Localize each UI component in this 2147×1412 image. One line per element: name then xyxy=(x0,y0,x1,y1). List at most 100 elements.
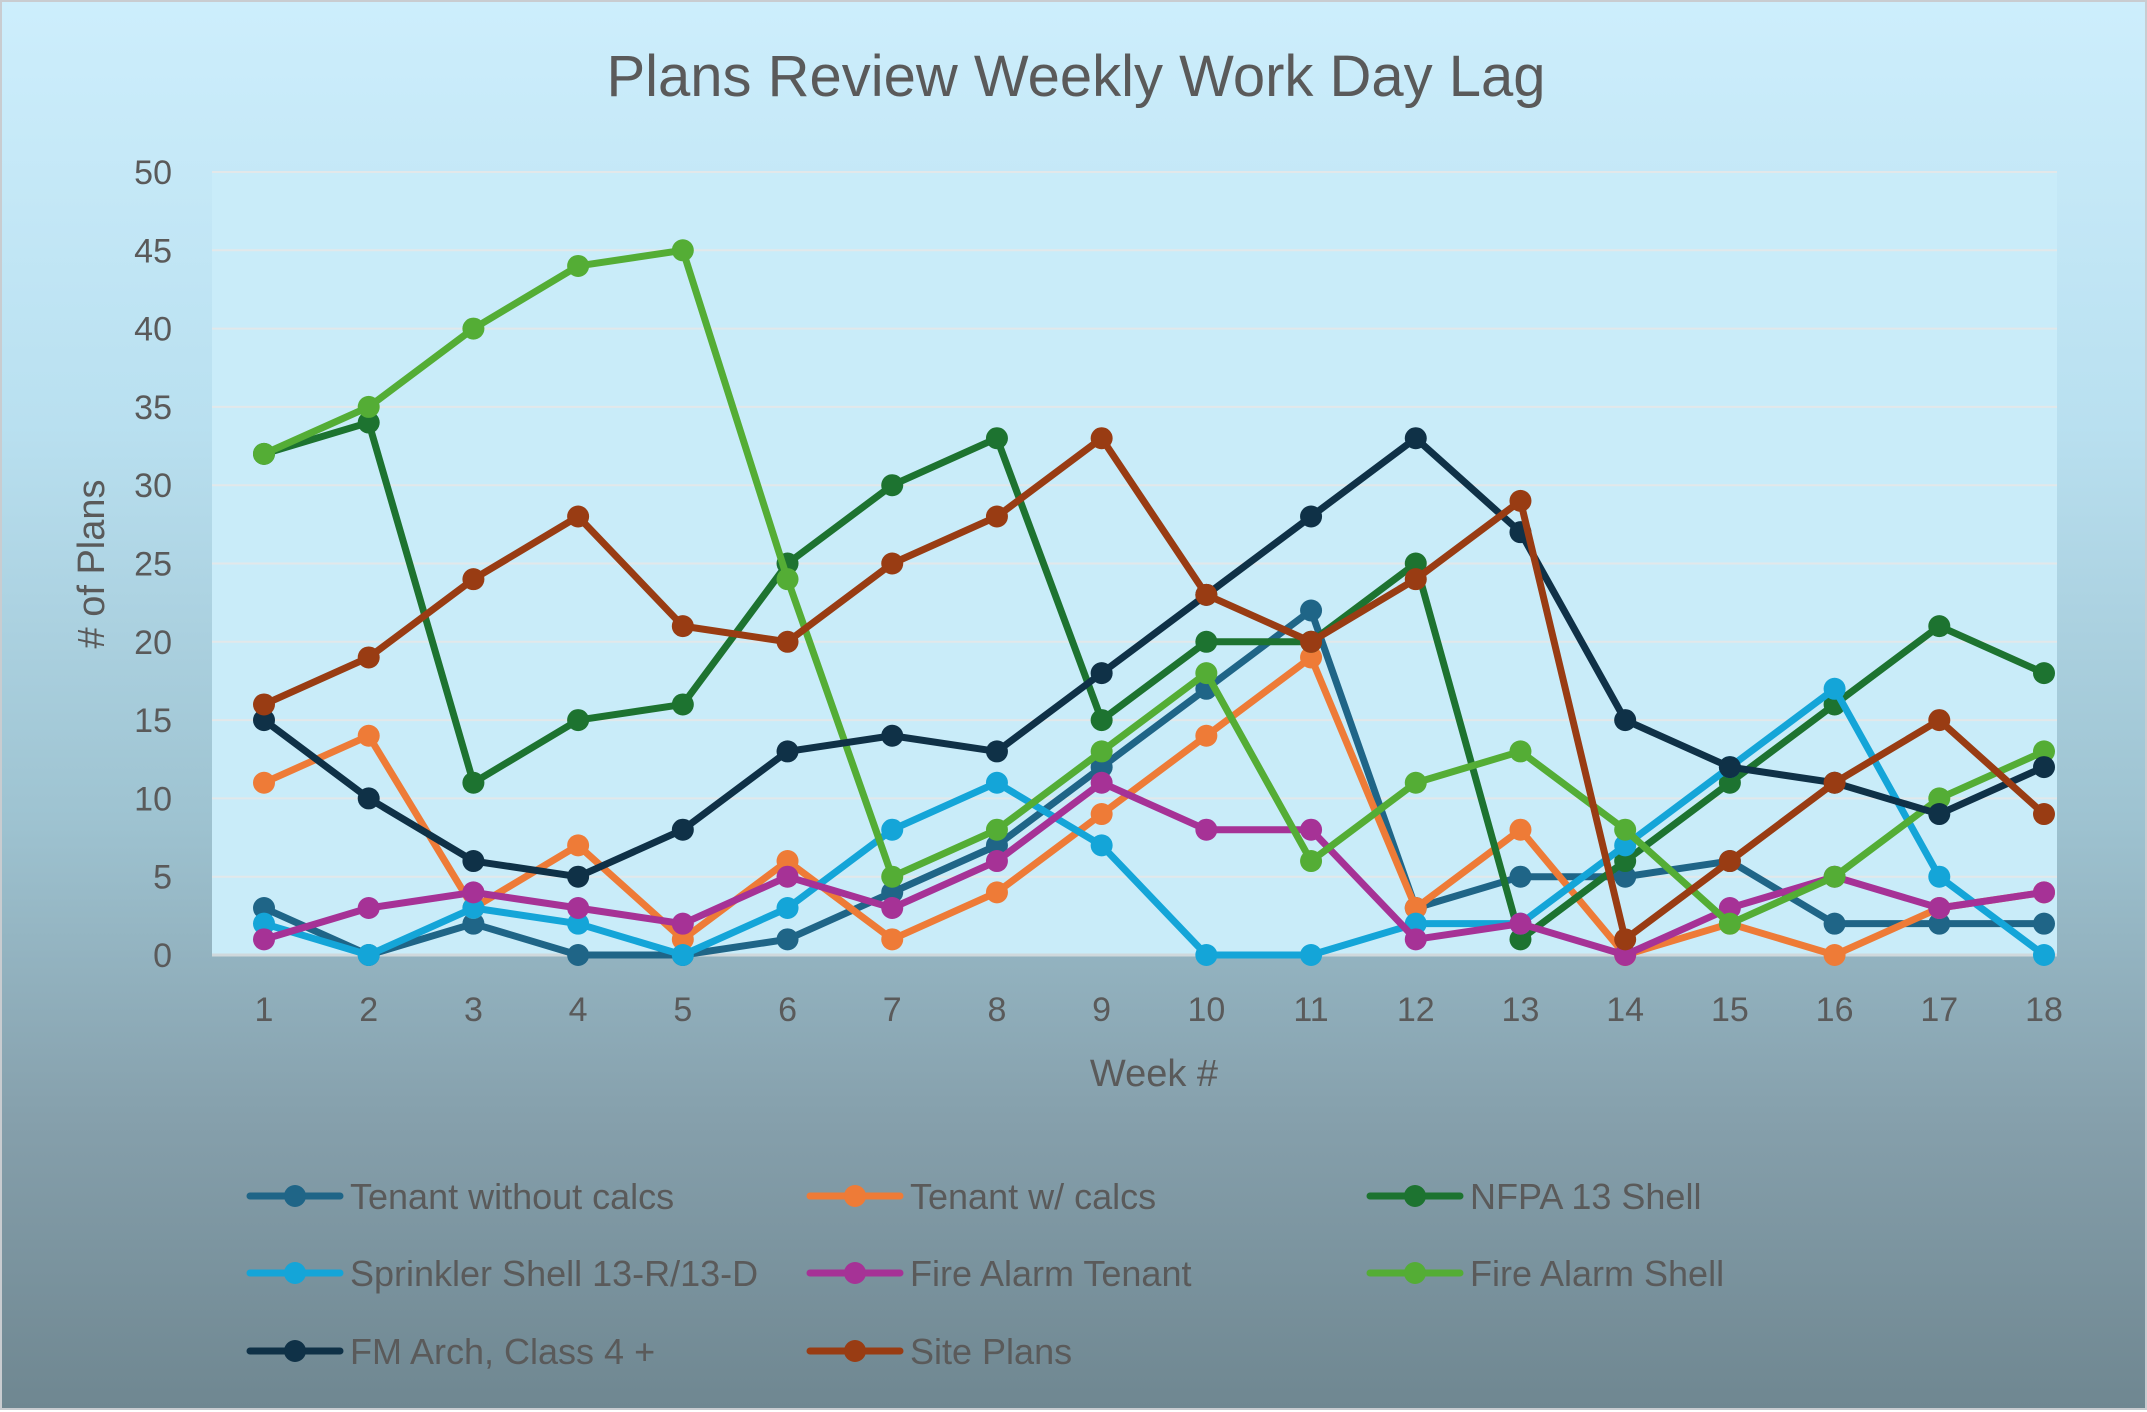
data-point xyxy=(1404,552,1427,575)
series-line xyxy=(260,434,2048,881)
data-point xyxy=(1404,928,1427,951)
data-point xyxy=(985,740,1008,763)
data-point xyxy=(2033,662,2055,685)
y-tick-label: 40 xyxy=(134,311,172,349)
data-point xyxy=(462,897,485,920)
data-point xyxy=(1614,818,1637,841)
x-axis-title: Week # xyxy=(1090,1053,1218,1095)
data-point xyxy=(776,928,799,951)
data-point xyxy=(1614,944,1637,966)
x-tick-label: 17 xyxy=(1920,991,1958,1029)
x-tick-label: 1 xyxy=(255,991,274,1029)
data-point xyxy=(1090,803,1113,826)
data-point xyxy=(1509,489,1532,512)
data-point xyxy=(1823,912,1846,935)
y-tick-label: 15 xyxy=(134,702,172,740)
data-point xyxy=(1404,897,1427,920)
data-point xyxy=(881,724,904,747)
data-point xyxy=(1404,568,1427,591)
y-tick-label: 5 xyxy=(153,859,172,897)
data-point xyxy=(1090,771,1113,794)
data-point xyxy=(357,787,380,810)
data-point xyxy=(567,709,590,732)
legend-label: Tenant w/ calcs xyxy=(910,1176,1156,1217)
data-point xyxy=(776,740,799,763)
data-point xyxy=(567,254,590,277)
data-point xyxy=(985,881,1008,904)
data-point xyxy=(1509,865,1532,888)
series-line xyxy=(260,606,2048,959)
data-point xyxy=(985,834,1008,857)
data-point xyxy=(881,881,904,904)
data-point xyxy=(1300,646,1323,669)
data-point xyxy=(1090,709,1113,732)
data-point xyxy=(253,897,275,920)
data-point xyxy=(1090,427,1113,450)
data-point xyxy=(462,881,485,904)
data-point xyxy=(1614,850,1637,873)
x-tick-label: 10 xyxy=(1187,991,1225,1029)
data-point xyxy=(776,850,799,873)
series-line xyxy=(260,434,2048,943)
y-tick-label: 20 xyxy=(134,624,172,662)
data-point xyxy=(1823,771,1846,794)
data-point xyxy=(1300,944,1323,966)
data-point xyxy=(253,693,275,716)
data-point xyxy=(253,442,275,465)
legend-item: Sprinkler Shell 13-R/13-D xyxy=(246,1253,758,1294)
legend-label: NFPA 13 Shell xyxy=(1470,1176,1701,1217)
data-point xyxy=(1718,912,1741,935)
data-point xyxy=(567,865,590,888)
data-point xyxy=(462,568,485,591)
data-point xyxy=(357,897,380,920)
data-point xyxy=(776,630,799,653)
legend-swatch-marker xyxy=(844,1262,866,1284)
x-tick-label: 6 xyxy=(778,991,797,1029)
legend-item: Tenant w/ calcs xyxy=(806,1176,1156,1217)
data-point xyxy=(881,552,904,575)
y-tick-label: 10 xyxy=(134,780,172,818)
data-point xyxy=(671,912,694,935)
data-point xyxy=(1928,912,1951,935)
data-point xyxy=(671,944,694,966)
data-point xyxy=(1300,630,1323,653)
data-point xyxy=(2033,944,2055,966)
legend-swatch-marker xyxy=(844,1185,866,1207)
data-point xyxy=(2033,803,2055,826)
data-point xyxy=(985,427,1008,450)
data-point xyxy=(1509,912,1532,935)
data-point xyxy=(1823,944,1846,966)
data-point xyxy=(567,505,590,528)
data-point xyxy=(1718,850,1741,873)
data-point xyxy=(1823,677,1846,700)
x-tick-label: 2 xyxy=(359,991,378,1029)
data-point xyxy=(1928,787,1951,810)
x-tick-label: 7 xyxy=(883,991,902,1029)
data-point xyxy=(1404,427,1427,450)
data-point xyxy=(1090,756,1113,779)
x-tick-label: 11 xyxy=(1293,991,1328,1029)
data-point xyxy=(985,771,1008,794)
data-point xyxy=(357,944,380,966)
legend-swatch-marker xyxy=(1404,1262,1426,1284)
x-tick-label: 8 xyxy=(987,991,1006,1029)
x-tick-label: 13 xyxy=(1502,991,1540,1029)
legend: Tenant without calcs Tenant w/ calcs NFPA … xyxy=(246,1176,1724,1372)
legend-label: Fire Alarm Tenant xyxy=(910,1253,1191,1294)
data-point xyxy=(1928,865,1951,888)
x-tick-label: 3 xyxy=(464,991,483,1029)
data-point xyxy=(881,897,904,920)
data-point xyxy=(2033,881,2055,904)
legend-label: Tenant without calcs xyxy=(350,1176,674,1217)
legend-swatch-marker xyxy=(284,1340,306,1362)
data-point xyxy=(985,850,1008,873)
data-point xyxy=(985,818,1008,841)
data-point xyxy=(1614,928,1637,951)
data-point xyxy=(1195,818,1218,841)
legend-item: Fire Alarm Tenant xyxy=(806,1253,1191,1294)
legend-label: Sprinkler Shell 13-R/13-D xyxy=(350,1253,758,1294)
data-point xyxy=(881,818,904,841)
legend-swatch-marker xyxy=(844,1340,866,1362)
